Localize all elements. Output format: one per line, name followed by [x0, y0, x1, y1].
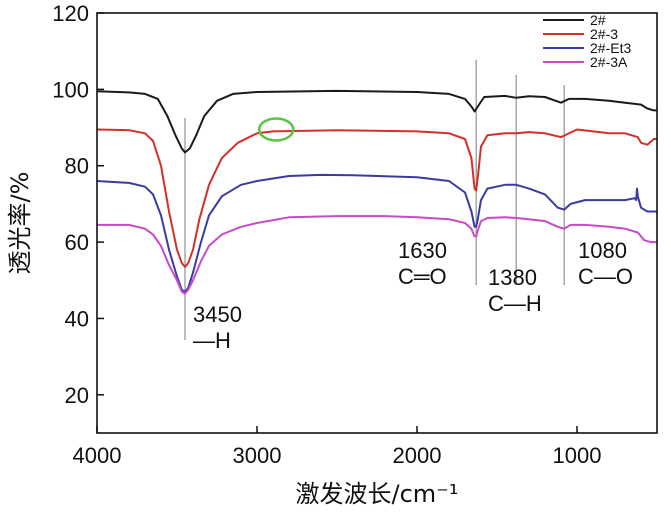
- series-lines: [96, 89, 657, 295]
- y-tick-label: 20: [65, 383, 89, 408]
- y-tick-label: 40: [65, 306, 89, 331]
- y-tick-label: 100: [52, 77, 89, 102]
- peak-annotation-text: C—H: [488, 291, 542, 316]
- x-axis-title: 激发波长/cm⁻¹: [296, 480, 459, 508]
- peak-annotation-text: 1630: [398, 238, 447, 263]
- peak-annotation-text: C—O: [578, 264, 633, 289]
- x-tick-label: 1000: [553, 443, 602, 468]
- peak-annotation-text: 1380: [488, 265, 537, 290]
- series-line: [96, 128, 657, 268]
- highlight-marker: [257, 117, 295, 142]
- peak-annotation-text: —H: [193, 328, 231, 353]
- highlight-circle: [257, 117, 295, 142]
- x-tick-label: 4000: [73, 443, 122, 468]
- reference-lines: [184, 60, 565, 340]
- y-tick-label: 60: [65, 230, 89, 255]
- legend-label: 2#-Et3: [590, 40, 631, 56]
- y-tick-label: 120: [52, 1, 89, 26]
- legend-label: 2#: [590, 12, 606, 28]
- peak-annotation-text: 1080: [578, 238, 627, 263]
- x-tick-label: 2000: [393, 443, 442, 468]
- series-line: [96, 173, 657, 293]
- y-tick-label: 80: [65, 154, 89, 179]
- peak-annotation-text: 3450: [193, 302, 242, 327]
- x-axis-ticks: 4000 3000 2000 1000: [73, 426, 602, 468]
- x-tick-label: 3000: [233, 443, 282, 468]
- y-axis-title: 透光率/%: [6, 172, 34, 275]
- y-axis-ticks: 20 40 60 80 100 120: [52, 1, 104, 408]
- series-line: [97, 215, 657, 295]
- peak-annotation-text: C═O: [398, 264, 447, 289]
- legend-label: 2#-3A: [590, 54, 628, 70]
- series-line: [96, 89, 657, 154]
- plot-frame: [96, 12, 658, 434]
- legend-label: 2#-3: [590, 26, 618, 42]
